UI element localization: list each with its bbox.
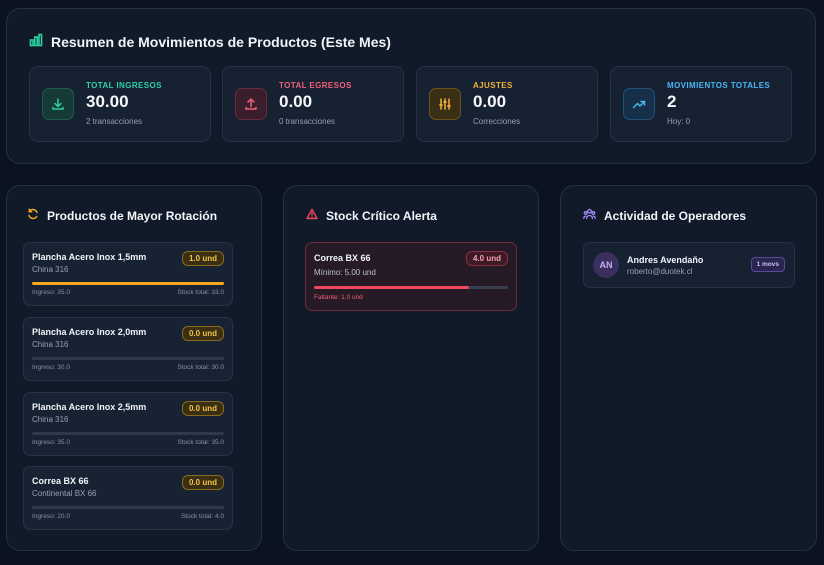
operator-email: roberto@duotek.cl (627, 267, 693, 276)
product-origin: China 316 (32, 265, 69, 274)
stat-card-egresos: TOTAL EGRESOS 0.00 0 transacciones (222, 66, 404, 142)
missing-stock: Faltante: 1.0 und (314, 294, 363, 301)
rotation-title: Productos de Mayor Rotación (47, 208, 218, 223)
list-item[interactable]: Plancha Acero Inox 1,5mm China 316 1.0 u… (23, 242, 233, 306)
critical-stock-panel: Stock Crítico Alerta Correa BX 66 Mínimo… (283, 185, 539, 551)
rotation-bar (32, 282, 224, 285)
sliders-icon (429, 88, 461, 120)
download-icon (42, 88, 74, 120)
stat-value: 0.00 (473, 92, 507, 111)
critical-title: Stock Crítico Alerta (326, 208, 437, 223)
stat-label: AJUSTES (473, 81, 513, 90)
stat-sub: Correcciones (473, 117, 521, 126)
stock-badge: 4.0 und (465, 251, 508, 266)
stat-label: MOVIMIENTOS TOTALES (667, 81, 771, 90)
stat-label: TOTAL INGRESOS (86, 81, 162, 90)
product-ingreso: Ingreso: 20.0 (32, 513, 70, 520)
users-icon (583, 208, 596, 223)
operators-header: Actividad de Operadores (583, 208, 746, 223)
rotation-bar (32, 506, 224, 509)
operators-panel: Actividad de Operadores AN Andres Avenda… (560, 185, 817, 551)
critical-header: Stock Crítico Alerta (306, 208, 437, 223)
operator-item[interactable]: AN Andres Avendaño roberto@duotek.cl 1 m… (583, 242, 795, 288)
stat-card-ajustes: AJUSTES 0.00 Correcciones (416, 66, 598, 142)
summary-panel: Resumen de Movimientos de Productos (Est… (6, 8, 816, 164)
warning-icon (306, 208, 318, 223)
stat-sub: Hoy: 0 (667, 117, 691, 126)
product-stock: Stock total: 33.0 (177, 289, 224, 296)
product-ingreso: Ingreso: 35.0 (32, 439, 70, 446)
product-origin: Continental BX 66 (32, 489, 97, 498)
rotation-header: Productos de Mayor Rotación (27, 208, 217, 223)
product-name: Plancha Acero Inox 1,5mm (32, 252, 147, 262)
stat-label: TOTAL EGRESOS (279, 81, 352, 90)
critical-item[interactable]: Correa BX 66 Mínimo: 5.00 und 4.0 und Fa… (305, 242, 517, 311)
product-origin: China 316 (32, 340, 69, 349)
rotation-badge: 0.0 und (181, 475, 224, 490)
product-ingreso: Ingreso: 30.0 (32, 364, 70, 371)
rotation-bar (32, 432, 224, 435)
operators-title: Actividad de Operadores (604, 208, 747, 223)
upload-icon (235, 88, 267, 120)
summary-title: Resumen de Movimientos de Productos (Est… (51, 33, 391, 50)
rotation-bar-fill (32, 282, 224, 285)
stock-bar-fill (314, 286, 470, 289)
stat-sub: 0 transacciones (279, 117, 336, 126)
stock-bar (314, 286, 508, 289)
rotation-badge: 0.0 und (181, 326, 224, 341)
rotation-bar (32, 357, 224, 360)
movements-badge: 1 movs (750, 257, 785, 272)
product-ingreso: Ingreso: 35.0 (32, 289, 70, 296)
rotation-badge: 1.0 und (181, 251, 224, 266)
rotation-panel: Productos de Mayor Rotación Plancha Acer… (6, 185, 262, 551)
avatar: AN (593, 252, 619, 278)
product-stock: Stock total: 35.0 (177, 439, 224, 446)
list-item[interactable]: Plancha Acero Inox 2,5mm China 316 0.0 u… (23, 392, 233, 456)
minimum-stock: Mínimo: 5.00 und (314, 268, 376, 277)
rotation-badge: 0.0 und (181, 401, 224, 416)
operator-name: Andres Avendaño (627, 255, 704, 265)
bar-chart-icon (29, 33, 43, 50)
trending-up-icon (623, 88, 655, 120)
product-stock: Stock total: 30.0 (177, 364, 224, 371)
stat-value: 0.00 (279, 92, 313, 111)
summary-header: Resumen de Movimientos de Productos (Est… (29, 33, 391, 50)
stat-value: 30.00 (86, 92, 129, 111)
product-stock: Stock total: 4.0 (181, 513, 224, 520)
product-origin: China 316 (32, 415, 69, 424)
list-item[interactable]: Correa BX 66 Continental BX 66 0.0 und I… (23, 466, 233, 530)
stat-card-ingresos: TOTAL INGRESOS 30.00 2 transacciones (29, 66, 211, 142)
stat-value: 2 (667, 92, 677, 111)
product-name: Correa BX 66 (32, 476, 89, 486)
stat-sub: 2 transacciones (86, 117, 143, 126)
list-item[interactable]: Plancha Acero Inox 2,0mm China 316 0.0 u… (23, 317, 233, 381)
product-name: Plancha Acero Inox 2,5mm (32, 402, 147, 412)
product-name: Plancha Acero Inox 2,0mm (32, 327, 147, 337)
stat-card-movimientos: MOVIMIENTOS TOTALES 2 Hoy: 0 (610, 66, 792, 142)
refresh-icon (27, 208, 39, 223)
product-name: Correa BX 66 (314, 253, 371, 263)
